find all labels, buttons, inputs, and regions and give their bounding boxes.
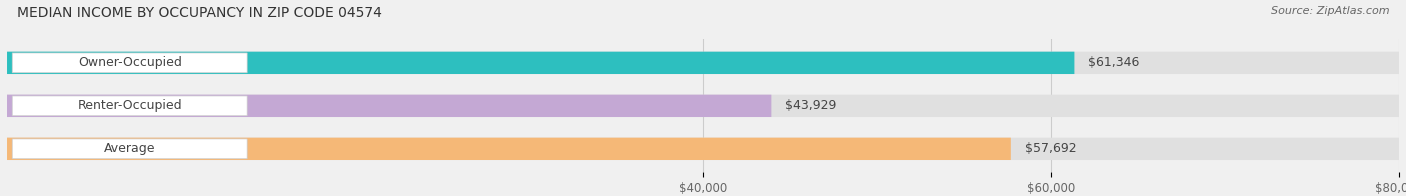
FancyBboxPatch shape	[13, 96, 247, 116]
Text: $61,346: $61,346	[1088, 56, 1140, 69]
Text: Source: ZipAtlas.com: Source: ZipAtlas.com	[1271, 6, 1389, 16]
FancyBboxPatch shape	[7, 52, 1074, 74]
Text: Renter-Occupied: Renter-Occupied	[77, 99, 181, 112]
FancyBboxPatch shape	[7, 138, 1011, 160]
Text: Average: Average	[104, 142, 156, 155]
Text: Owner-Occupied: Owner-Occupied	[77, 56, 181, 69]
FancyBboxPatch shape	[7, 95, 1399, 117]
FancyBboxPatch shape	[13, 139, 247, 159]
FancyBboxPatch shape	[7, 138, 1399, 160]
Text: $43,929: $43,929	[786, 99, 837, 112]
FancyBboxPatch shape	[7, 52, 1399, 74]
Text: $57,692: $57,692	[1025, 142, 1077, 155]
FancyBboxPatch shape	[13, 53, 247, 73]
FancyBboxPatch shape	[7, 95, 772, 117]
Text: MEDIAN INCOME BY OCCUPANCY IN ZIP CODE 04574: MEDIAN INCOME BY OCCUPANCY IN ZIP CODE 0…	[17, 6, 382, 20]
